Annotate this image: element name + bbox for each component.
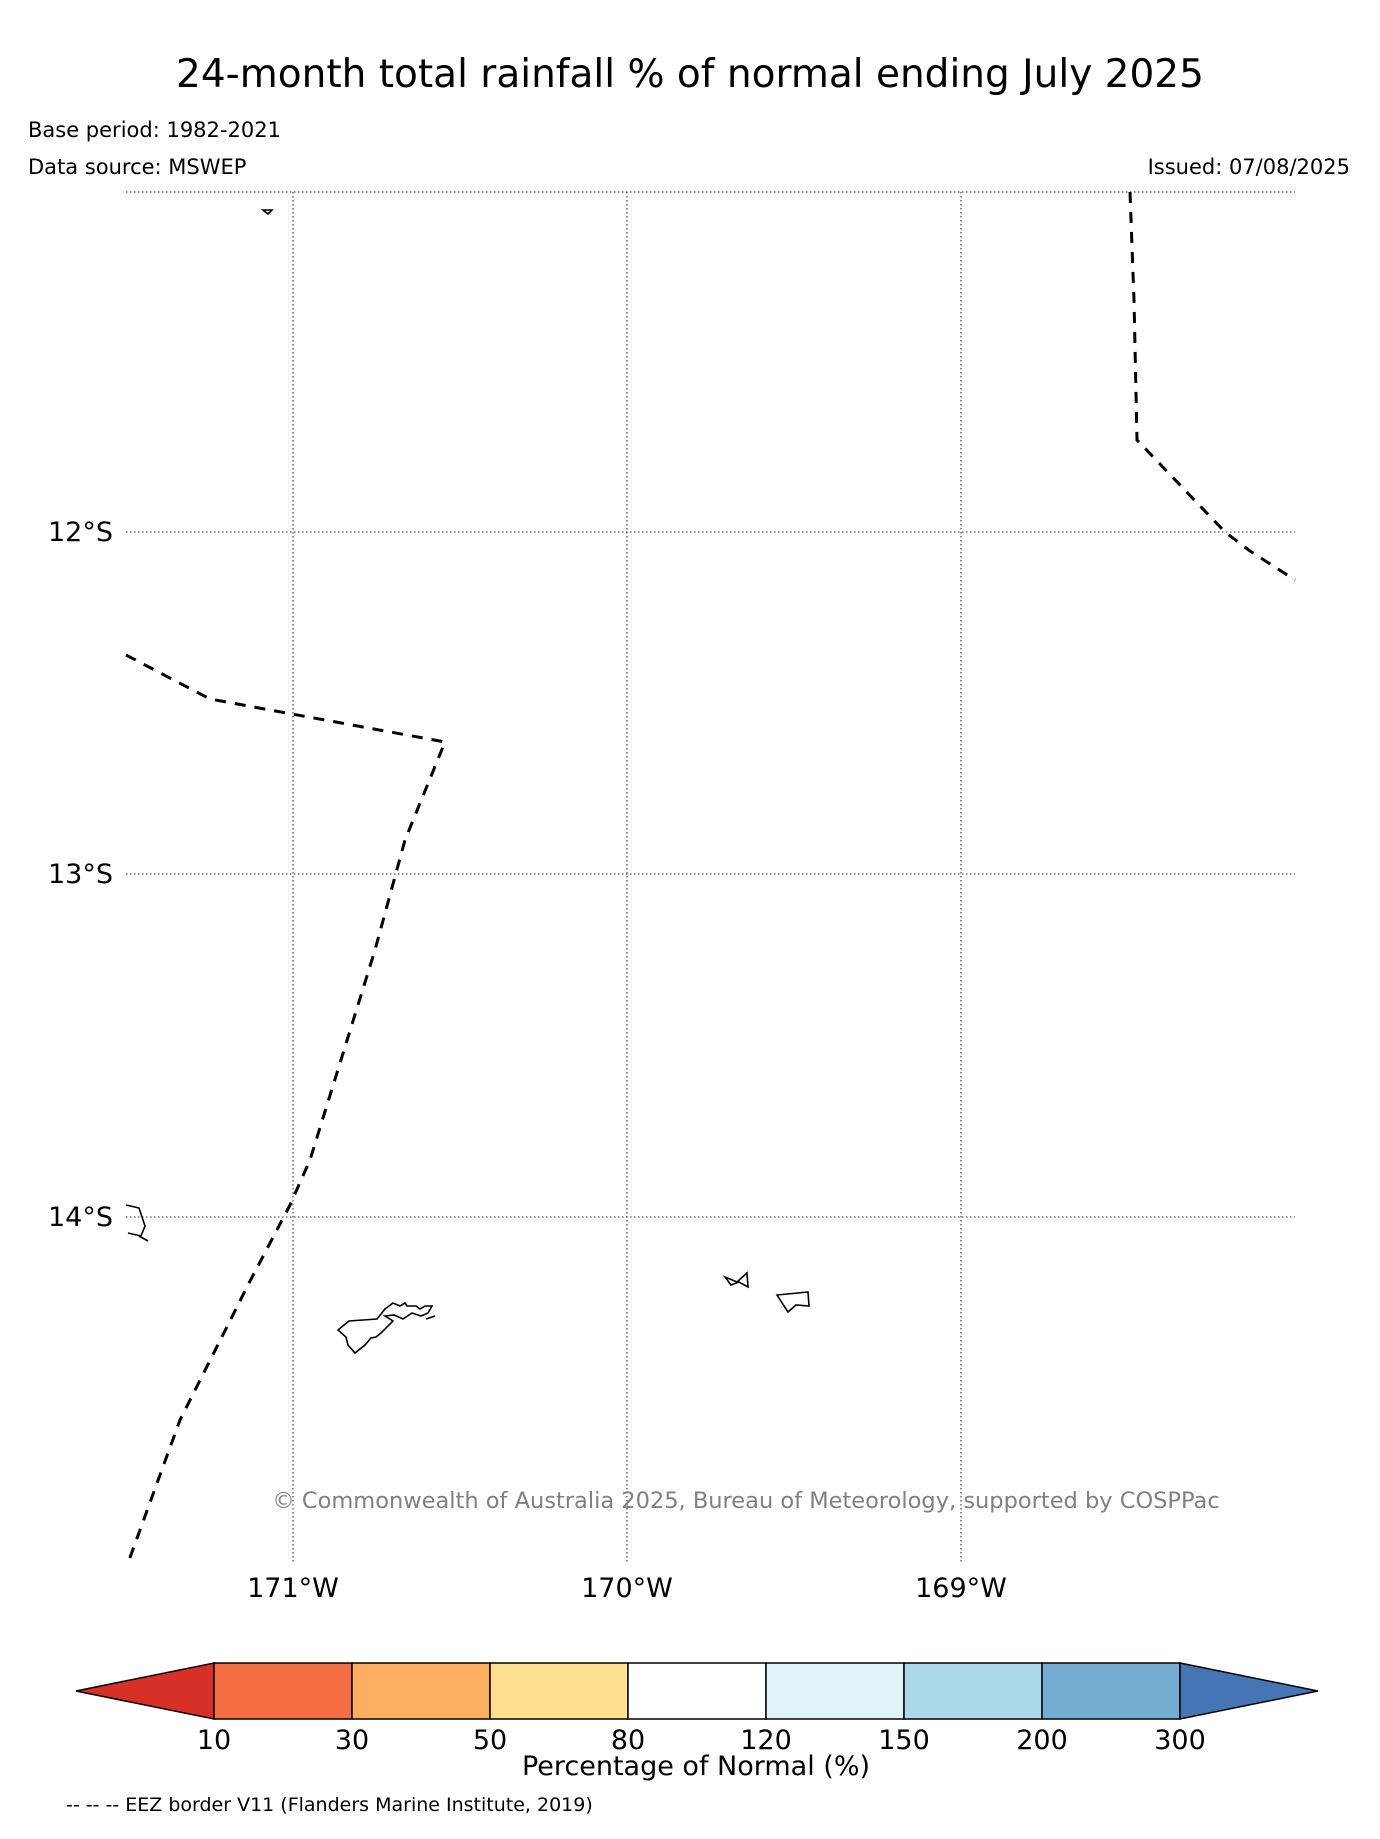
island-upolu-tip <box>138 1235 149 1242</box>
colorbar-segment <box>627 1662 767 1720</box>
colorbar-segments <box>75 1662 1319 1720</box>
colorbar-segment <box>1041 1662 1181 1720</box>
issued-date: Issued: 07/08/2025 <box>1147 155 1350 179</box>
data-source: Data source: MSWEP <box>28 155 247 179</box>
coastlines <box>125 209 810 1355</box>
lon-label-170w: 170°W <box>581 1573 673 1604</box>
colorbar-segment <box>903 1662 1043 1720</box>
colorbar-tick-label: 200 <box>1016 1725 1068 1756</box>
eez-legend-note: -- -- -- EEZ border V11 (Flanders Marine… <box>66 1794 593 1816</box>
colorbar-label: Percentage of Normal (%) <box>522 1751 870 1782</box>
colorbar-segment <box>765 1662 905 1720</box>
lat-label-13s: 13°S <box>48 859 113 890</box>
colorbar-segment <box>213 1662 353 1720</box>
eez-border-east <box>1128 191 1296 582</box>
colorbar-segment <box>351 1662 491 1720</box>
lon-label-169w: 169°W <box>915 1573 1007 1604</box>
colorbar-segment <box>489 1662 629 1720</box>
eez-borders <box>125 191 1296 1564</box>
colorbar-extend-high <box>1179 1662 1319 1720</box>
colorbar-ticks: 10 30 50 80 120 150 200 300 <box>197 1725 1206 1756</box>
map-area: 12°S 13°S 14°S 171°W 170°W 169°W © Commo… <box>48 191 1296 1604</box>
base-period: Base period: 1982-2021 <box>28 118 281 142</box>
lat-label-14s: 14°S <box>48 1202 113 1233</box>
lon-label-171w: 171°W <box>247 1573 339 1604</box>
lat-label-12s: 12°S <box>48 517 113 548</box>
colorbar-tick-label: 80 <box>611 1725 645 1756</box>
island-tutuila <box>336 1301 434 1355</box>
island-ofu-olosega <box>722 1271 749 1289</box>
colorbar-extend-low <box>75 1662 215 1720</box>
colorbar: 10 30 50 80 120 150 200 300 Percentage of Norma… <box>75 1662 1319 1782</box>
island-tau <box>775 1291 810 1314</box>
colorbar-tick-label: 30 <box>335 1725 369 1756</box>
island-aunuu <box>425 1315 436 1320</box>
eez-border-west <box>125 653 448 1564</box>
page-title: 24-month total rainfall % of normal endi… <box>176 52 1204 97</box>
copyright-notice: © Commonwealth of Australia 2025, Bureau… <box>272 1488 1219 1514</box>
island-savaii-edge <box>125 1204 146 1237</box>
colorbar-tick-label: 150 <box>878 1725 930 1756</box>
gridlines <box>126 191 1295 1563</box>
colorbar-tick-label: 120 <box>740 1725 792 1756</box>
island-swains <box>260 209 274 216</box>
colorbar-tick-label: 10 <box>197 1725 231 1756</box>
colorbar-tick-label: 300 <box>1154 1725 1206 1756</box>
colorbar-tick-label: 50 <box>473 1725 507 1756</box>
